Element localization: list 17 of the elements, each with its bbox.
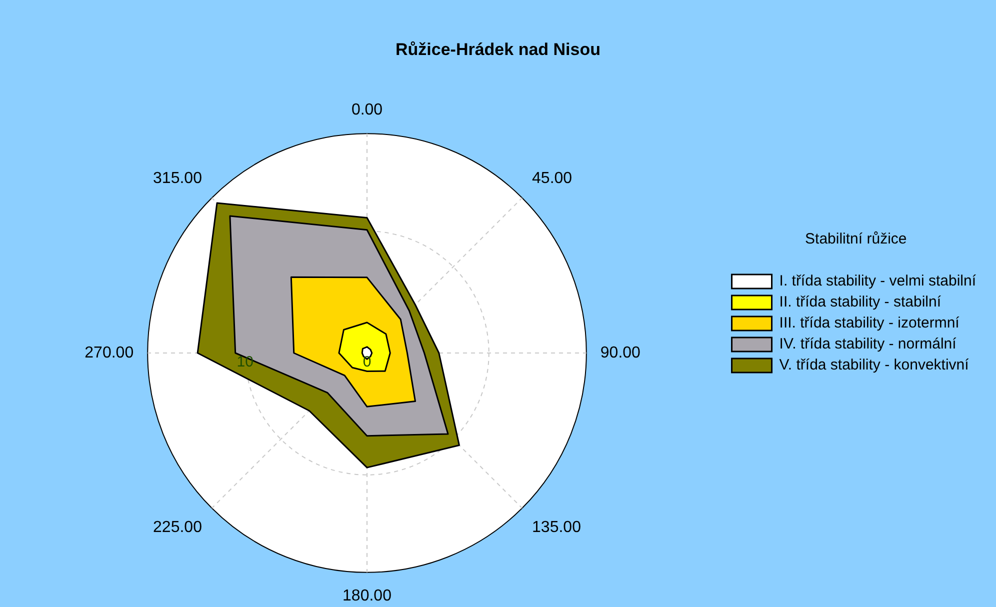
spoke-label: 135.00 bbox=[532, 519, 582, 536]
chart-title: Růžice-Hrádek nad Nisou bbox=[396, 40, 600, 59]
legend-label: III. třída stability - izotermní bbox=[779, 314, 960, 332]
y-tick-label: 10 bbox=[236, 354, 254, 371]
spoke-label: 90.00 bbox=[600, 344, 641, 362]
spoke-label: 0.00 bbox=[351, 101, 383, 118]
spoke-label: 270.00 bbox=[84, 344, 134, 362]
legend-label: I. třída stability - velmi stabilní bbox=[779, 272, 977, 290]
spoke-label: 180.00 bbox=[342, 587, 392, 604]
legend-label: II. třída stability - stabilní bbox=[779, 294, 942, 311]
spoke-label: 45.00 bbox=[532, 170, 572, 187]
legend-title: Stabilitní růžice bbox=[805, 230, 907, 248]
y-tick-label: 0 bbox=[362, 354, 372, 371]
legend-label: V. třída stability - konvektivní bbox=[779, 356, 970, 374]
legend-label: IV. třída stability - normální bbox=[779, 336, 958, 353]
spoke-label: 315.00 bbox=[153, 170, 202, 187]
spoke-label: 225.00 bbox=[153, 519, 202, 536]
